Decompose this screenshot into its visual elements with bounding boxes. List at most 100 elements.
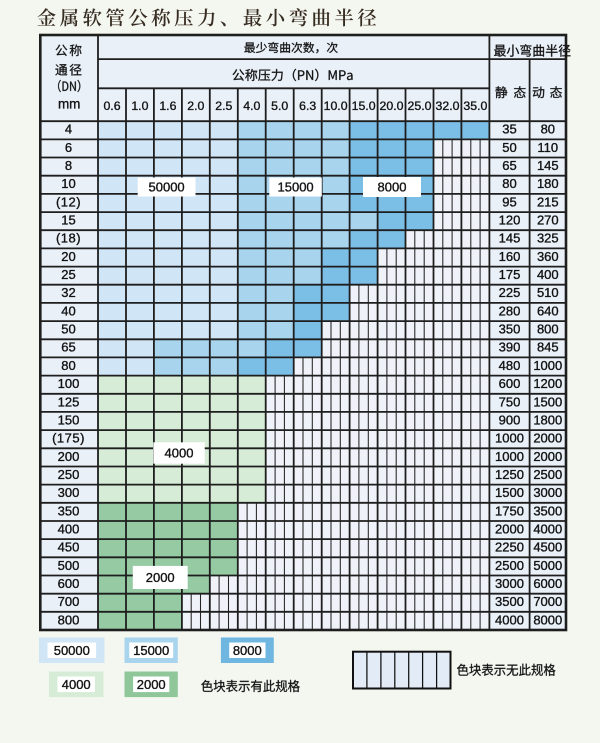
svg-text:2.0: 2.0 [187, 99, 204, 113]
svg-text:500: 500 [58, 558, 80, 573]
svg-text:15000: 15000 [133, 643, 169, 658]
svg-text:400: 400 [58, 522, 80, 537]
svg-text:4000: 4000 [495, 612, 524, 627]
svg-text:800: 800 [58, 612, 80, 627]
svg-text:25.0: 25.0 [408, 99, 432, 113]
svg-text:8000: 8000 [533, 612, 562, 627]
svg-text:900: 900 [499, 412, 521, 427]
svg-text:120: 120 [499, 213, 521, 228]
svg-text:15.0: 15.0 [352, 99, 376, 113]
svg-text:2000: 2000 [533, 431, 562, 446]
svg-text:2000: 2000 [146, 570, 175, 585]
svg-text:65: 65 [61, 340, 75, 355]
svg-text:390: 390 [499, 340, 521, 355]
svg-text:65: 65 [502, 158, 516, 173]
svg-text:3000: 3000 [495, 576, 524, 591]
svg-text:350: 350 [58, 503, 80, 518]
svg-text:4000: 4000 [533, 522, 562, 537]
svg-text:8000: 8000 [378, 180, 407, 195]
svg-text:35: 35 [502, 122, 516, 137]
svg-text:6.3: 6.3 [299, 99, 316, 113]
svg-text:10.0: 10.0 [324, 99, 348, 113]
svg-text:50: 50 [61, 322, 75, 337]
svg-text:1800: 1800 [533, 412, 562, 427]
svg-text:2.5: 2.5 [215, 99, 232, 113]
svg-text:800: 800 [537, 322, 559, 337]
svg-text:80: 80 [541, 122, 555, 137]
svg-text:750: 750 [499, 394, 521, 409]
svg-text:(175): (175) [52, 431, 85, 446]
svg-text:100: 100 [58, 376, 80, 391]
svg-text:2500: 2500 [495, 558, 524, 573]
svg-text:3000: 3000 [533, 485, 562, 500]
svg-text:1750: 1750 [495, 503, 524, 518]
svg-text:50000: 50000 [54, 643, 90, 658]
svg-text:1.0: 1.0 [131, 99, 148, 113]
svg-text:4500: 4500 [533, 540, 562, 555]
svg-text:1500: 1500 [533, 394, 562, 409]
svg-text:2000: 2000 [495, 522, 524, 537]
svg-text:25: 25 [61, 267, 75, 282]
svg-text:20: 20 [61, 249, 75, 264]
svg-text:250: 250 [58, 467, 80, 482]
svg-text:5000: 5000 [533, 558, 562, 573]
svg-text:35.0: 35.0 [463, 99, 487, 113]
svg-text:mm: mm [58, 97, 81, 112]
svg-text:640: 640 [537, 303, 559, 318]
svg-text:150: 150 [58, 412, 80, 427]
svg-text:1250: 1250 [495, 467, 524, 482]
svg-text:7000: 7000 [533, 594, 562, 609]
svg-text:450: 450 [58, 540, 80, 555]
svg-text:15000: 15000 [278, 180, 314, 195]
svg-text:2000: 2000 [533, 449, 562, 464]
svg-text:3500: 3500 [495, 594, 524, 609]
svg-text:400: 400 [537, 267, 559, 282]
svg-text:110: 110 [537, 140, 558, 155]
svg-text:510: 510 [537, 285, 559, 300]
svg-text:300: 300 [58, 485, 80, 500]
svg-text:50000: 50000 [149, 180, 185, 195]
svg-text:(18): (18) [56, 231, 81, 246]
svg-text:80: 80 [502, 176, 516, 191]
svg-text:280: 280 [499, 303, 521, 318]
svg-text:95: 95 [502, 194, 516, 209]
svg-text:1500: 1500 [495, 485, 524, 500]
svg-text:6: 6 [65, 140, 72, 155]
svg-text:40: 40 [61, 303, 75, 318]
svg-text:5.0: 5.0 [271, 99, 288, 113]
svg-text:145: 145 [499, 231, 521, 246]
svg-text:10: 10 [61, 176, 75, 191]
svg-text:1000: 1000 [495, 431, 524, 446]
svg-text:700: 700 [58, 594, 80, 609]
svg-text:1.6: 1.6 [159, 99, 176, 113]
svg-text:160: 160 [499, 249, 521, 264]
svg-text:32.0: 32.0 [436, 99, 460, 113]
svg-text:4.0: 4.0 [243, 99, 260, 113]
svg-text:225: 225 [499, 285, 521, 300]
svg-text:15: 15 [61, 213, 75, 228]
svg-text:(12): (12) [56, 194, 81, 209]
svg-text:360: 360 [537, 249, 559, 264]
svg-text:175: 175 [499, 267, 521, 282]
svg-text:1000: 1000 [495, 449, 524, 464]
svg-text:180: 180 [537, 176, 559, 191]
svg-text:2500: 2500 [533, 467, 562, 482]
svg-text:845: 845 [537, 340, 559, 355]
svg-text:6000: 6000 [533, 576, 562, 591]
svg-text:8: 8 [65, 158, 72, 173]
svg-text:4000: 4000 [62, 677, 91, 692]
svg-text:350: 350 [499, 322, 521, 337]
svg-text:4: 4 [65, 122, 72, 137]
svg-text:4000: 4000 [165, 446, 194, 461]
svg-text:80: 80 [61, 358, 75, 373]
svg-text:50: 50 [502, 140, 516, 155]
svg-text:215: 215 [537, 194, 559, 209]
svg-text:20.0: 20.0 [380, 99, 404, 113]
svg-text:8000: 8000 [233, 643, 262, 658]
svg-text:200: 200 [58, 449, 80, 464]
svg-text:125: 125 [58, 394, 80, 409]
svg-text:145: 145 [537, 158, 559, 173]
svg-text:270: 270 [537, 213, 559, 228]
svg-text:32: 32 [61, 285, 75, 300]
svg-text:325: 325 [537, 231, 559, 246]
